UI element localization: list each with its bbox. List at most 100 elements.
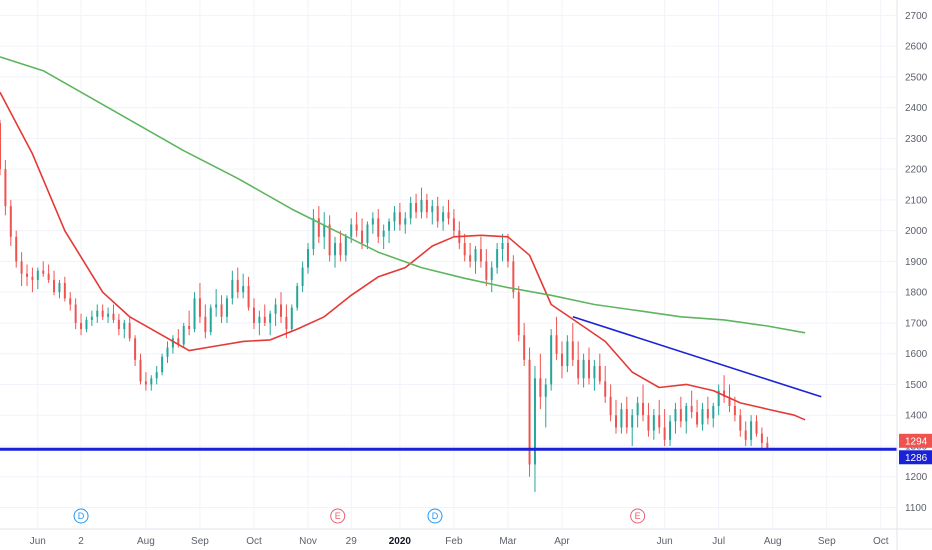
candle-body — [760, 433, 763, 443]
time-axis[interactable]: Jun 2 Aug Sep Oct Nov 29 2020 Feb Mar Apr Jun Jul Aug… — [30, 536, 889, 547]
candle-body — [544, 384, 547, 397]
candle-body — [74, 304, 77, 323]
candle-body — [404, 218, 407, 225]
candle-body — [90, 316, 93, 320]
candle-body — [328, 224, 331, 256]
candle-body — [625, 409, 628, 428]
time-tick-label: Sep — [818, 536, 836, 547]
candle-body — [587, 359, 590, 379]
candle-body — [436, 206, 439, 222]
candle-body — [615, 415, 618, 428]
candle-body — [20, 261, 23, 274]
candle-body — [447, 212, 450, 219]
price-tick-label: 2100 — [905, 195, 928, 206]
candle-body — [144, 381, 147, 385]
moving-average-50-line — [0, 91, 806, 421]
candle-body — [225, 298, 228, 317]
candle-body — [658, 415, 661, 428]
candle-body — [377, 218, 380, 237]
candle-body — [750, 421, 753, 440]
candle-body — [96, 310, 99, 317]
event-marker-label: E — [635, 511, 641, 521]
candle-body — [560, 353, 563, 366]
candle-body — [550, 335, 553, 385]
candle-body — [577, 359, 580, 379]
candle-body — [490, 267, 493, 280]
candle-body — [155, 372, 158, 379]
candle-body — [636, 402, 639, 416]
candle-body — [528, 359, 531, 465]
candle-body — [712, 405, 715, 419]
candle-body — [166, 347, 169, 357]
event-marker-label: D — [432, 511, 439, 521]
price-tick-label: 1800 — [905, 288, 928, 299]
candle-body — [134, 338, 137, 360]
time-tick-label: 2 — [78, 536, 84, 547]
candle-body — [512, 261, 515, 293]
candle-body — [171, 338, 174, 348]
candle-body — [685, 405, 688, 422]
moving-average-200-line — [0, 56, 806, 334]
candle-body — [679, 409, 682, 422]
candle-body — [485, 261, 488, 280]
candle-body — [26, 273, 29, 277]
candle-body — [598, 365, 601, 382]
time-tick-label: Jul — [712, 536, 725, 547]
candle-body — [398, 212, 401, 225]
candle-body — [53, 279, 56, 293]
candle-body — [128, 322, 131, 339]
price-tick-label: 1500 — [905, 380, 928, 391]
candle-body — [523, 335, 526, 360]
candle-body — [739, 415, 742, 431]
candle-body — [669, 421, 672, 440]
candle-body — [696, 412, 699, 425]
time-tick-label: 29 — [346, 536, 358, 547]
candle-body — [728, 396, 731, 406]
price-tick-label: 2600 — [905, 42, 928, 53]
candle-body — [312, 218, 315, 250]
candle-body — [317, 218, 320, 237]
time-tick-label: Jun — [657, 536, 673, 547]
candle-body — [582, 359, 585, 379]
candle-body — [112, 313, 115, 320]
time-tick-label: Mar — [499, 536, 517, 547]
candle-body — [463, 242, 466, 256]
candle-body — [215, 304, 218, 308]
candle-body — [393, 212, 396, 222]
candle-body — [609, 396, 612, 416]
candle-body — [766, 442, 769, 448]
price-tick-label: 1400 — [905, 411, 928, 422]
candle-body — [496, 249, 499, 268]
candle-body — [107, 313, 110, 317]
price-tick-label: 2400 — [905, 103, 928, 114]
candle-body — [744, 430, 747, 440]
candle-body — [420, 199, 423, 213]
candle-body — [431, 206, 434, 213]
candle-body — [198, 298, 201, 317]
candle-body — [425, 199, 428, 213]
time-tick-label: Jun — [30, 536, 46, 547]
candlestick-series — [0, 119, 769, 493]
candle-body — [344, 236, 347, 256]
candle-body — [755, 421, 758, 434]
candle-body — [566, 341, 569, 366]
candle-body — [236, 279, 239, 293]
event-marker-label: E — [335, 511, 341, 521]
candle-body — [193, 298, 196, 330]
candle-body — [701, 409, 704, 425]
candle-body — [452, 218, 455, 231]
candle-body — [263, 316, 266, 323]
candle-body — [631, 415, 634, 428]
candle-body — [69, 298, 72, 305]
candle-body — [733, 405, 736, 416]
event-marker-label: D — [78, 511, 85, 521]
time-tick-label: Nov — [299, 536, 317, 547]
candle-body — [31, 276, 34, 280]
candle-body — [204, 316, 207, 333]
candle-body — [442, 212, 445, 222]
candle-body — [415, 202, 418, 213]
price-tick-label: 2200 — [905, 165, 928, 176]
candle-body — [209, 307, 212, 333]
candle-body — [469, 255, 472, 262]
